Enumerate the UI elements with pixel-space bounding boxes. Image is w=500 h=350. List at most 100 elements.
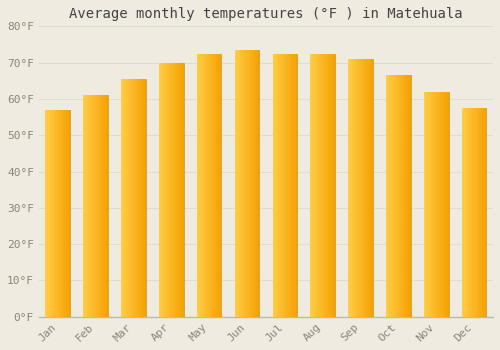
Bar <box>432 92 433 317</box>
Bar <box>125 79 126 317</box>
Bar <box>97 95 98 317</box>
Bar <box>405 75 406 317</box>
Bar <box>244 50 246 317</box>
Bar <box>214 54 215 317</box>
Bar <box>174 63 176 317</box>
Bar <box>436 92 437 317</box>
Bar <box>293 54 294 317</box>
Bar <box>284 54 285 317</box>
Bar <box>140 79 141 317</box>
Bar <box>368 59 369 317</box>
Bar <box>399 75 400 317</box>
Bar <box>98 95 99 317</box>
Bar <box>48 110 50 317</box>
Bar <box>274 54 275 317</box>
Bar <box>401 75 402 317</box>
Bar <box>216 54 218 317</box>
Bar <box>324 54 325 317</box>
Bar <box>392 75 394 317</box>
Bar <box>356 59 358 317</box>
Bar <box>61 110 62 317</box>
Bar <box>208 54 209 317</box>
Bar <box>476 108 478 317</box>
Bar <box>250 50 251 317</box>
Bar <box>276 54 278 317</box>
Bar <box>316 54 317 317</box>
Bar <box>237 50 238 317</box>
Bar <box>168 63 169 317</box>
Bar <box>322 54 324 317</box>
Bar <box>62 110 64 317</box>
Bar <box>124 79 125 317</box>
Bar <box>332 54 334 317</box>
Bar <box>466 108 468 317</box>
Bar <box>106 95 107 317</box>
Bar <box>56 110 57 317</box>
Bar <box>353 59 354 317</box>
Bar <box>102 95 103 317</box>
Bar <box>294 54 296 317</box>
Bar <box>408 75 409 317</box>
Bar <box>363 59 364 317</box>
Bar <box>212 54 214 317</box>
Bar <box>68 110 69 317</box>
Bar <box>169 63 170 317</box>
Bar <box>219 54 220 317</box>
Bar <box>69 110 70 317</box>
Bar <box>430 92 432 317</box>
Bar <box>123 79 124 317</box>
Bar <box>96 95 97 317</box>
Bar <box>349 59 350 317</box>
Bar <box>104 95 106 317</box>
Bar <box>159 63 160 317</box>
Bar <box>441 92 442 317</box>
Bar <box>440 92 441 317</box>
Bar <box>131 79 132 317</box>
Bar <box>47 110 48 317</box>
Bar <box>371 59 372 317</box>
Bar <box>94 95 95 317</box>
Bar <box>442 92 443 317</box>
Bar <box>134 79 135 317</box>
Bar <box>138 79 139 317</box>
Bar <box>177 63 178 317</box>
Bar <box>286 54 288 317</box>
Bar <box>145 79 146 317</box>
Bar <box>282 54 283 317</box>
Bar <box>472 108 474 317</box>
Bar <box>103 95 104 317</box>
Bar <box>256 50 257 317</box>
Bar <box>198 54 200 317</box>
Bar <box>142 79 144 317</box>
Bar <box>163 63 164 317</box>
Bar <box>64 110 65 317</box>
Bar <box>464 108 465 317</box>
Bar <box>66 110 67 317</box>
Bar <box>135 79 136 317</box>
Bar <box>429 92 430 317</box>
Bar <box>162 63 163 317</box>
Bar <box>86 95 88 317</box>
Bar <box>132 79 134 317</box>
Bar <box>468 108 469 317</box>
Bar <box>317 54 318 317</box>
Bar <box>358 59 359 317</box>
Bar <box>236 50 237 317</box>
Bar <box>65 110 66 317</box>
Bar <box>437 92 438 317</box>
Bar <box>289 54 290 317</box>
Bar <box>234 50 236 317</box>
Bar <box>355 59 356 317</box>
Bar <box>84 95 85 317</box>
Bar <box>352 59 353 317</box>
Bar <box>57 110 58 317</box>
Bar <box>130 79 131 317</box>
Bar <box>390 75 391 317</box>
Bar <box>255 50 256 317</box>
Bar <box>350 59 352 317</box>
Bar <box>164 63 166 317</box>
Bar <box>479 108 480 317</box>
Bar <box>425 92 426 317</box>
Bar <box>243 50 244 317</box>
Bar <box>424 92 425 317</box>
